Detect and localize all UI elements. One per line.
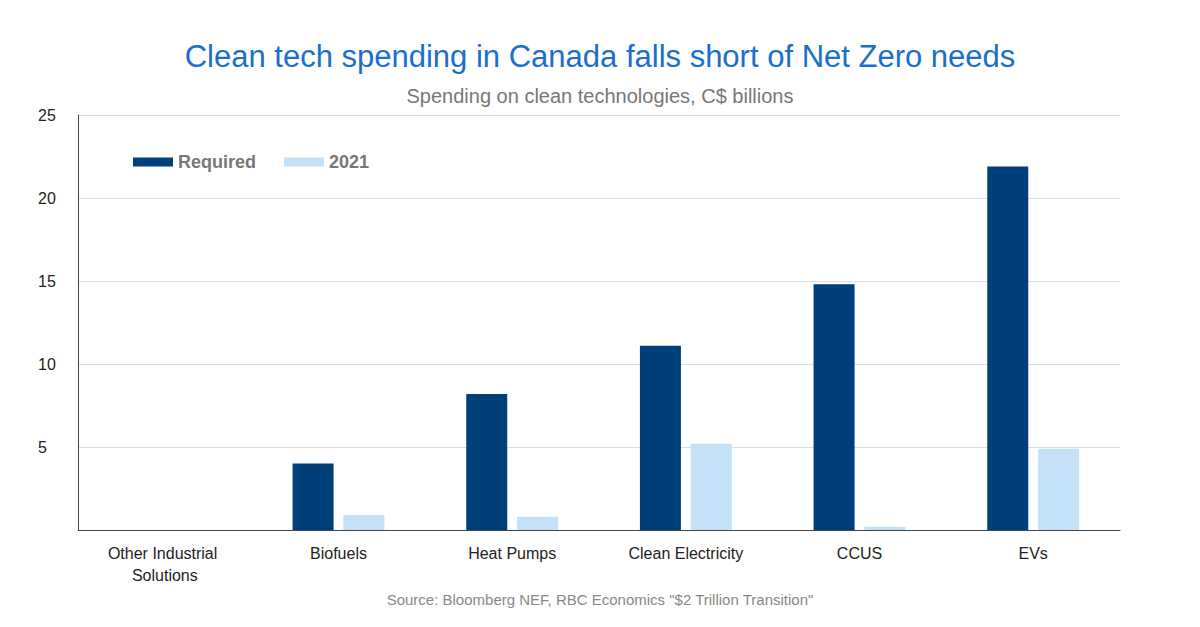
svg-text:Clean tech spending in Canada: Clean tech spending in Canada falls shor… <box>185 39 1016 74</box>
svg-text:CCUS: CCUS <box>837 545 882 562</box>
svg-text:Biofuels: Biofuels <box>310 545 367 562</box>
svg-text:10: 10 <box>38 356 56 373</box>
svg-text:EVs: EVs <box>1018 545 1047 562</box>
svg-text:Heat Pumps: Heat Pumps <box>468 545 556 562</box>
svg-text:2021: 2021 <box>329 152 369 172</box>
svg-text:Other Industrial: Other Industrial <box>108 545 222 562</box>
svg-text:15: 15 <box>38 273 56 290</box>
svg-text:Solutions: Solutions <box>132 567 198 584</box>
svg-text:5: 5 <box>38 439 47 456</box>
svg-text:20: 20 <box>38 190 56 207</box>
svg-text:Clean Electricity: Clean Electricity <box>628 545 743 562</box>
svg-text:25: 25 <box>38 107 56 124</box>
svg-text:Source: Bloomberg NEF, RBC Eco: Source: Bloomberg NEF, RBC Economics "$2… <box>387 591 814 608</box>
svg-text:Spending on clean technologies: Spending on clean technologies, C$ billi… <box>407 85 794 107</box>
svg-text:Required: Required <box>178 152 256 172</box>
